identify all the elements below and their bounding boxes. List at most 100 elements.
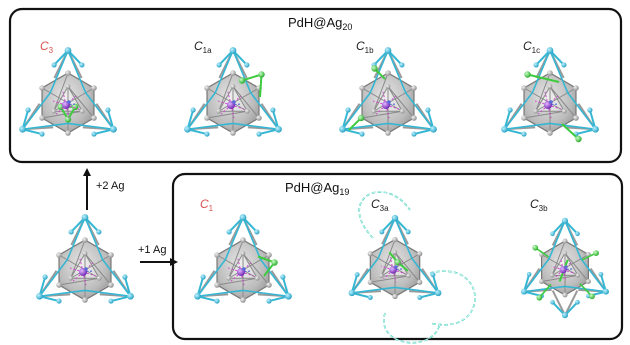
silver-atom	[108, 282, 114, 288]
up-arrow-label: +2 Ag	[96, 180, 124, 192]
isomer-label-c1: C1	[200, 197, 214, 213]
cyan-bond	[187, 122, 234, 131]
cluster-edge	[218, 87, 260, 112]
cyan-bond	[411, 257, 439, 294]
green-atom	[72, 103, 79, 111]
silver-atom	[417, 279, 423, 285]
silver-atom	[96, 275, 102, 281]
green-bond	[241, 73, 262, 82]
silver-atom	[65, 84, 71, 89]
cluster-edge	[373, 72, 389, 112]
cluster-edge	[216, 277, 258, 286]
cyan-tip-atom	[285, 292, 292, 300]
silver-atom	[79, 108, 85, 114]
silver-atom	[562, 238, 568, 244]
cyan-atom	[550, 299, 555, 305]
cyan-bond	[250, 92, 280, 130]
cyan-atom	[204, 131, 210, 137]
cyan-atom	[25, 107, 31, 113]
cyan-atom	[575, 299, 580, 305]
cyan-bond	[567, 92, 597, 130]
silver-atom	[82, 297, 88, 303]
cyan-atom	[411, 131, 417, 137]
silver-atom	[39, 85, 45, 91]
cyan-tip-atom	[430, 125, 437, 133]
cyan-atom	[79, 62, 85, 68]
silver-atom	[91, 85, 97, 91]
cluster-edge	[523, 87, 565, 112]
cyan-bond	[548, 220, 566, 260]
cyan-tip-atom	[592, 125, 599, 133]
cluster-edge	[370, 253, 409, 277]
green-atom	[536, 294, 543, 301]
silver-atom	[244, 108, 250, 114]
isomer-label-c3: C3	[40, 39, 54, 55]
cyan-atom	[399, 62, 405, 68]
migration-path-inner	[429, 270, 476, 326]
green-atom	[238, 77, 246, 84]
silver-atom	[266, 282, 272, 288]
top-panel-frame	[8, 7, 623, 164]
silver-atom	[549, 273, 555, 278]
cluster-edge	[228, 239, 244, 279]
cluster-edge	[53, 72, 69, 112]
cyan-atom	[39, 131, 45, 137]
green-bond	[561, 123, 580, 140]
silver-atom	[371, 108, 377, 114]
h-atom	[242, 267, 246, 271]
cyan-tip-atom	[64, 47, 72, 54]
green-bond	[579, 283, 593, 297]
cyan-tip-atom	[229, 47, 237, 54]
silver-atom	[392, 293, 398, 300]
cyan-atom	[51, 62, 57, 68]
h-atom	[564, 265, 568, 269]
green-atom	[271, 259, 278, 266]
arm-bond	[551, 290, 566, 316]
silver-atom	[359, 85, 365, 91]
cyan-bond	[549, 122, 596, 131]
cyan-tip-atom	[602, 288, 609, 295]
cluster-c1b	[339, 47, 437, 137]
silver-atom	[65, 130, 71, 136]
silver-atom	[417, 251, 423, 257]
cyan-tip-atom	[239, 214, 247, 221]
cyan-bond	[351, 257, 379, 294]
cyan-bond	[242, 289, 289, 298]
silver-atom	[521, 85, 527, 91]
cyan-tip-atom	[19, 125, 26, 133]
cyan-bond	[38, 259, 68, 297]
silver-atom	[392, 250, 398, 255]
cluster-edge	[387, 86, 415, 119]
cyan-atom	[521, 131, 527, 137]
cyan-tip-atom	[384, 47, 392, 54]
silver-atom	[108, 252, 114, 258]
cyan-bond	[564, 220, 582, 260]
silver-atom	[539, 278, 545, 285]
cyan-tip-atom	[348, 289, 356, 297]
cyan-bond	[549, 50, 569, 94]
cluster-edge	[70, 254, 112, 279]
cluster-edge	[523, 110, 565, 119]
h-atom	[84, 267, 88, 271]
cluster-parent	[36, 214, 134, 304]
silver-atom	[204, 85, 210, 91]
cluster-edge	[84, 253, 112, 286]
cyan-atom	[270, 107, 276, 113]
cyan-tip-atom	[546, 47, 554, 54]
cyan-atom	[266, 298, 272, 304]
silver-atom	[385, 70, 391, 76]
cyan-tip-atom	[36, 292, 43, 300]
cyan-tip-atom	[194, 292, 201, 300]
cyan-atom	[561, 62, 567, 68]
silver-atom	[226, 275, 232, 281]
silver-atom	[68, 275, 74, 281]
silver-atom	[216, 108, 222, 114]
cluster-edge	[206, 87, 248, 112]
cyan-tip-atom	[275, 125, 282, 133]
isomer-label-c1c: C1c	[523, 39, 540, 55]
migration-path-outer	[429, 270, 476, 326]
cyan-tip-atom	[521, 288, 528, 295]
silver-atom	[573, 85, 579, 91]
silver-atom	[214, 252, 220, 258]
green-atom	[258, 71, 265, 78]
